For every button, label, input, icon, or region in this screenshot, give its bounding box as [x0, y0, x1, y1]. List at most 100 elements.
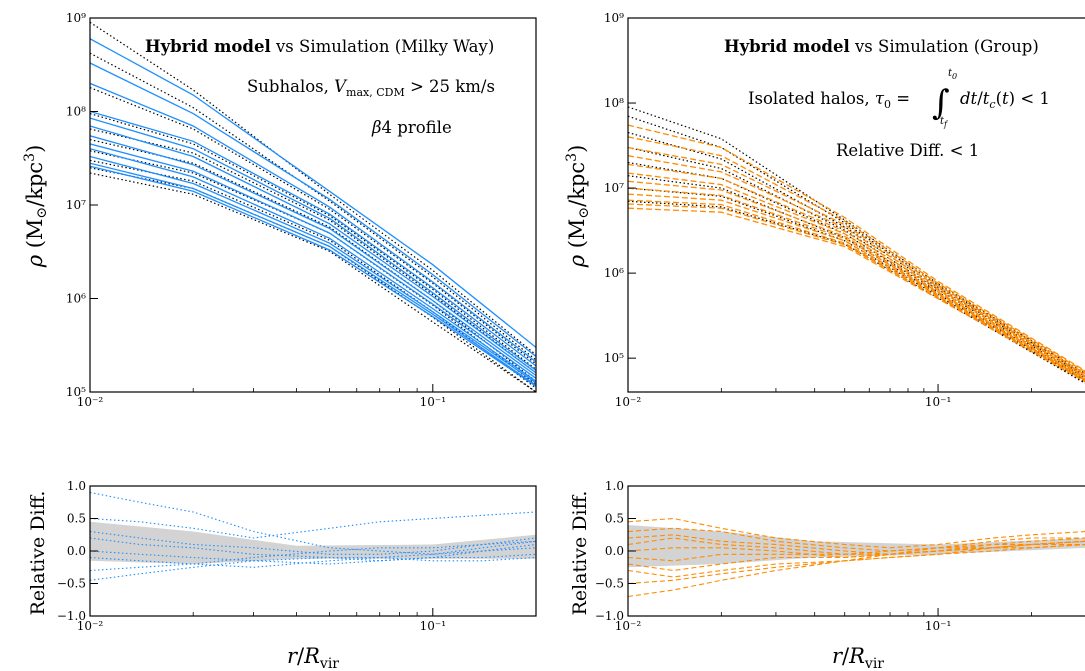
left-simulation-curve — [90, 139, 536, 382]
left-simulation-curve — [90, 150, 536, 386]
svg-text:t0: t0 — [948, 68, 957, 81]
left-reldiff-curve — [90, 491, 536, 555]
y-tick-label: −1.0 — [57, 609, 86, 623]
left-reldiff-curve — [90, 540, 536, 572]
left-panel-title: Hybrid model vs Simulation (Milky Way) — [145, 37, 494, 56]
y-tick-label: 10⁶ — [604, 266, 624, 280]
left-model-curve — [90, 162, 536, 386]
left-xlabel: r/Rvir — [287, 644, 339, 671]
left-density-ylabel: ρ (M⊙/kpc3) — [22, 145, 50, 269]
y-tick-label: 1.0 — [67, 479, 86, 493]
left-simulation-curve — [90, 128, 536, 374]
left-scatter-band — [90, 521, 536, 564]
y-tick-label: −1.0 — [595, 609, 624, 623]
left-reldiff-curve — [90, 511, 536, 539]
y-tick-label: 1.0 — [605, 479, 624, 493]
right-xlabel: r/Rvir — [832, 644, 884, 671]
y-tick-label: 10⁸ — [604, 96, 624, 110]
y-tick-label: 10⁹ — [604, 11, 624, 25]
left-model-curve — [90, 148, 536, 382]
right-density-ylabel: ρ (M⊙/kpc3) — [564, 145, 592, 269]
x-tick-label: 10⁻¹ — [925, 619, 951, 633]
left-simulation-curve — [90, 172, 536, 392]
right-density-ticks: 10⁻² 10⁻¹ 10⁵ 10⁶ 10⁷ 10⁸ 10⁹ — [604, 11, 1032, 409]
x-tick-label: 10⁻² — [77, 619, 104, 633]
left-model-curve — [90, 143, 536, 379]
right-model-curve — [628, 180, 1085, 380]
left-reldiff-ticks: 10⁻² 10⁻¹ −1.0 −0.5 0.0 0.5 1.0 — [57, 479, 446, 633]
right-reldiff-curve — [628, 517, 1085, 549]
y-tick-label: −0.5 — [595, 577, 624, 591]
right-reldiff-curve — [628, 544, 1085, 562]
y-tick-label: 0.5 — [605, 512, 624, 526]
right-model-curve — [628, 199, 1085, 382]
right-reldiff-annotation: Relative Diff. < 1 — [836, 141, 979, 160]
right-model-curve — [628, 136, 1085, 373]
left-model-curve — [90, 135, 536, 377]
right-reldiff-curves — [628, 517, 1085, 598]
left-simulation-curve — [90, 113, 536, 370]
y-tick-label: 10⁶ — [66, 292, 86, 306]
left-model-curve — [90, 155, 536, 384]
y-tick-label: 0.0 — [605, 544, 624, 558]
left-density-curves — [90, 21, 536, 392]
right-density-curves — [628, 106, 1085, 384]
right-model-curve — [628, 193, 1085, 381]
left-reldiff-curve — [90, 547, 536, 568]
right-reldiff-curve — [628, 540, 1085, 598]
right-simulation-curve — [628, 187, 1085, 384]
y-tick-label: 10⁸ — [66, 105, 86, 119]
right-reldiff-curve — [628, 534, 1085, 555]
svg-text:tf: tf — [940, 116, 949, 129]
y-tick-label: 10⁵ — [66, 385, 86, 399]
left-model-curve — [90, 125, 536, 374]
y-tick-label: 0.0 — [67, 544, 86, 558]
left-simulation-curve — [90, 159, 536, 389]
left-model-curve — [90, 38, 536, 348]
left-reldiff-curve — [90, 530, 536, 555]
left-reldiff-curve — [90, 556, 536, 581]
right-simulation-curve — [628, 161, 1085, 381]
right-model-curve — [628, 172, 1085, 378]
left-subhalo-annotation: Subhalos, Vmax, CDM > 25 km/s — [247, 77, 495, 99]
y-tick-label: −0.5 — [57, 577, 86, 591]
right-reldiff-ylabel: Relative Diff. — [569, 491, 591, 616]
y-tick-label: 10⁷ — [66, 198, 86, 212]
y-tick-label: 10⁷ — [604, 181, 624, 195]
right-density-panel: 10⁻² 10⁻¹ 10⁵ 10⁶ 10⁷ 10⁸ 10⁹ Hybrid model vs … — [604, 11, 1085, 409]
y-tick-label: 10⁹ — [66, 11, 86, 25]
svg-text:Isolated halos, τ0 =: Isolated halos, τ0 = — [748, 89, 910, 111]
right-model-curve — [628, 163, 1085, 377]
right-reldiff-curve — [628, 527, 1085, 552]
x-tick-label: 10⁻² — [615, 619, 642, 633]
x-tick-label: 10⁻² — [77, 395, 104, 409]
right-simulation-curve — [628, 106, 1085, 375]
left-profile-annotation: β4 profile — [371, 118, 452, 137]
left-model-curve — [90, 165, 536, 387]
left-reldiff-panel: 10⁻² 10⁻¹ −1.0 −0.5 0.0 0.5 1.0 — [57, 479, 537, 633]
right-reldiff-ticks: 10⁻² 10⁻¹ −1.0 −0.5 0.0 0.5 1.0 — [595, 479, 1032, 633]
right-isolated-annotation: Isolated halos, τ0 = ∫ t0 tf dt/tc(t) < … — [748, 68, 1050, 129]
left-model-curve — [90, 82, 536, 363]
right-model-curve — [628, 187, 1085, 380]
left-density-ticks: 10⁻² 10⁻¹ 10⁵ 10⁶ 10⁷ 10⁸ 10⁹ — [66, 11, 446, 409]
right-reldiff-curve — [628, 537, 1085, 555]
svg-text:ρ (M⊙/kpc3): ρ (M⊙/kpc3) — [564, 145, 592, 269]
left-reldiff-curves — [90, 491, 536, 581]
left-model-curve — [90, 62, 536, 358]
left-density-panel: 10⁻² 10⁻¹ 10⁵ 10⁶ 10⁷ 10⁸ 10⁹ Hybrid model vs … — [66, 11, 537, 409]
svg-text:dt/tc(t) < 1: dt/tc(t) < 1 — [960, 89, 1050, 111]
right-reldiff-panel: 10⁻² 10⁻¹ −1.0 −0.5 0.0 0.5 1.0 — [595, 479, 1085, 633]
right-simulation-curve — [628, 131, 1085, 378]
y-tick-label: 10⁵ — [604, 351, 624, 365]
left-model-curve — [90, 117, 536, 372]
right-density-frame — [627, 17, 1085, 393]
svg-text:∫: ∫ — [932, 83, 950, 123]
right-model-curve — [628, 124, 1085, 372]
left-simulation-curve — [90, 167, 536, 392]
svg-text:ρ (M⊙/kpc3): ρ (M⊙/kpc3) — [22, 145, 50, 269]
left-simulation-curve — [90, 87, 536, 365]
left-reldiff-ylabel: Relative Diff. — [27, 491, 49, 616]
x-tick-label: 10⁻¹ — [925, 395, 951, 409]
